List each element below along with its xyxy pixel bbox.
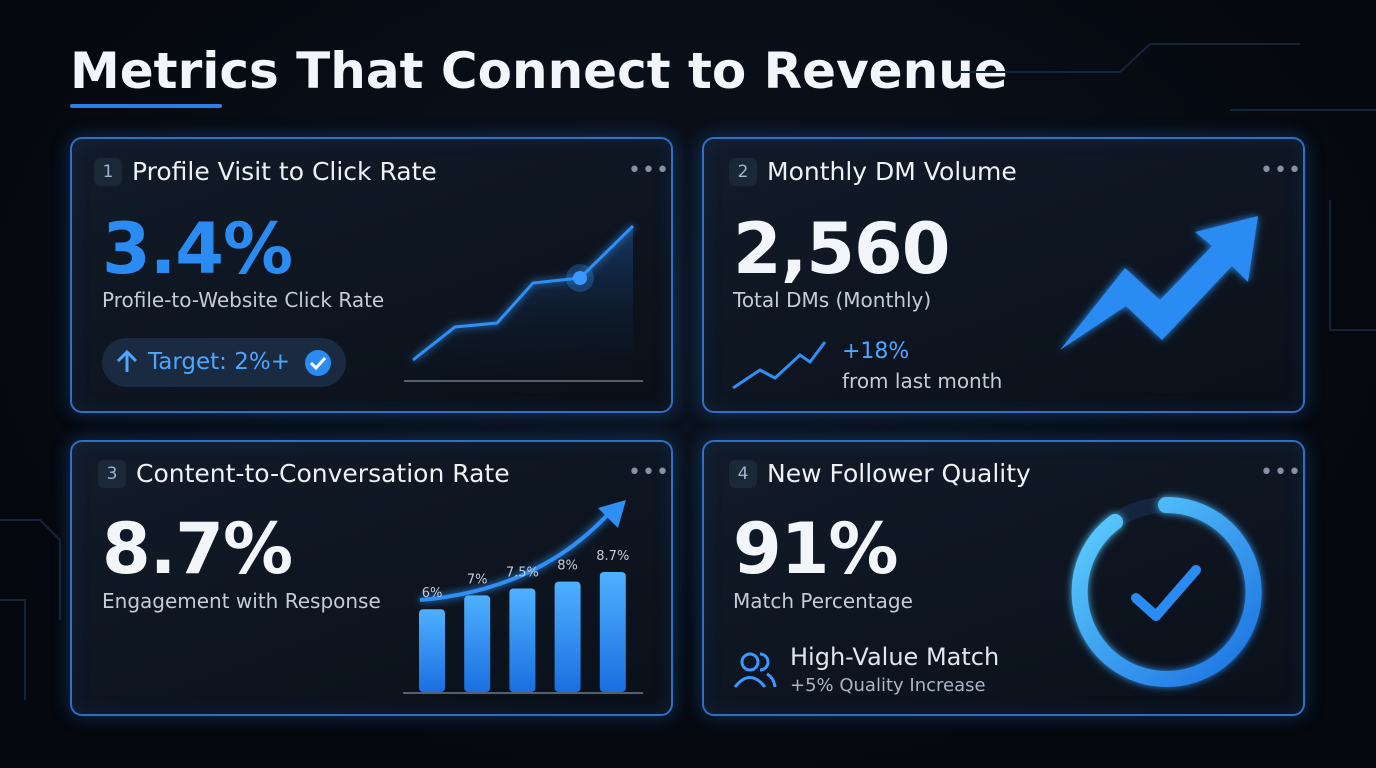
highlight-note: +5% Quality Increase [790,675,986,696]
check-mark [309,356,327,371]
bar-label: 8.7% [596,549,629,564]
card-title: Content-to-Conversation Rate [136,459,510,488]
more-button[interactable]: ••• [1260,158,1302,183]
page-title: Metrics That Connect to Revenue [70,42,1008,100]
circuit-lines [0,43,1376,700]
card-number: 2 [729,158,757,186]
more-button[interactable]: ••• [1260,460,1302,485]
badge-text: Target: 2%+ [148,349,290,375]
metric-value: 8.7% [102,508,293,590]
bar-label: 7% [467,572,488,587]
bar-label: 6% [422,586,443,601]
metric-value: 3.4% [102,208,293,290]
card-title: Monthly DM Volume [767,157,1017,186]
bar-label: 7.5% [506,566,539,581]
check-icon [305,350,331,376]
up-arrow-icon [116,349,138,372]
bar-label: 8% [557,559,578,574]
metric-label: Match Percentage [733,589,913,613]
bar [554,581,581,692]
metric-label: Total DMs (Monthly) [733,288,932,312]
title-underline [70,104,222,108]
trend-arrow-head [598,500,626,528]
card-number: 1 [94,158,122,186]
bar [599,571,626,692]
change-value: +18% [842,339,910,364]
metric-label: Engagement with Response [102,589,381,613]
metric-value: 91% [733,508,899,590]
bar [464,595,491,692]
area-decoration [413,226,633,381]
card-number: 4 [729,460,757,488]
more-button[interactable]: ••• [628,460,670,485]
card-number: 3 [98,460,126,488]
trend-arrow [419,508,614,602]
change-note: from last month [842,369,1003,393]
card-title: New Follower Quality [767,459,1031,488]
point [573,271,587,285]
metric-label: Profile-to-Website Click Rate [102,288,385,312]
card-title: Profile Visit to Click Rate [132,157,437,186]
bar [509,588,536,692]
ring [1071,496,1262,687]
mini-trend [732,341,827,390]
metric-value: 2,560 [733,208,950,290]
line-decoration [412,224,635,362]
more-button[interactable]: ••• [628,158,670,183]
bar [419,609,445,692]
users-icon [733,652,777,688]
highlight-title: High-Value Match [790,643,1000,671]
big-arrow-icon [1060,216,1258,350]
check-mark [1131,565,1201,621]
